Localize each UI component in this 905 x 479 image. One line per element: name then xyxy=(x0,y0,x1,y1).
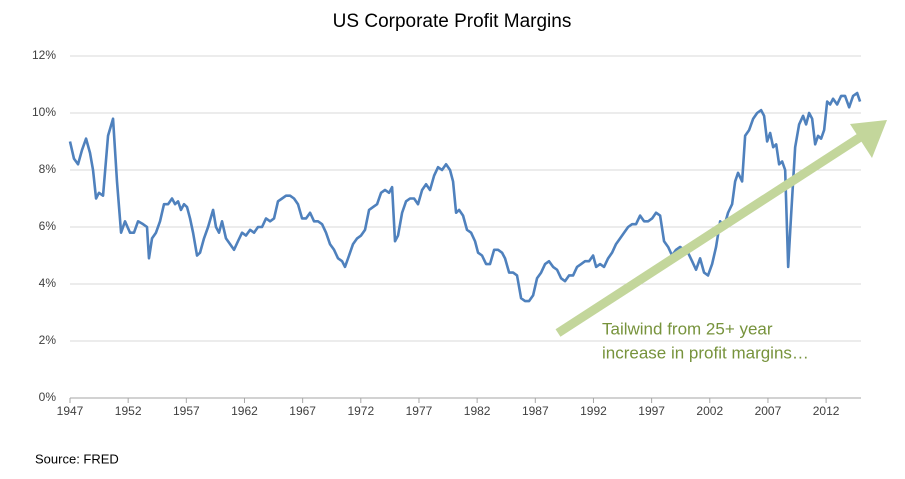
chart-title: US Corporate Profit Margins xyxy=(333,11,572,32)
y-tick-label: 10% xyxy=(32,105,56,119)
annotation: increase in profit margins… xyxy=(602,343,809,362)
y-tick-label: 2% xyxy=(39,333,57,347)
x-tick-label: 1972 xyxy=(347,404,374,418)
y-tick-label: 4% xyxy=(39,276,57,290)
x-tick-label: 2007 xyxy=(755,404,782,418)
y-tick-label: 12% xyxy=(32,48,56,62)
x-tick-label: 1987 xyxy=(522,404,549,418)
x-tick-label: 1997 xyxy=(638,404,665,418)
trend-arrow xyxy=(555,120,887,337)
arrow-head xyxy=(850,120,887,158)
x-tick-label: 2012 xyxy=(813,404,840,418)
y-tick-label: 6% xyxy=(39,219,57,233)
x-tick-label: 1977 xyxy=(406,404,433,418)
x-tick-label: 1947 xyxy=(57,404,84,418)
x-tick-label: 1952 xyxy=(115,404,142,418)
x-tick-label: 1967 xyxy=(289,404,316,418)
data-line xyxy=(68,91,862,303)
arrow-shaft xyxy=(555,132,865,337)
x-tick-label: 1962 xyxy=(231,404,258,418)
x-tick-label: 1957 xyxy=(173,404,200,418)
source: Source: FRED xyxy=(35,451,119,466)
y-tick-label: 0% xyxy=(39,390,57,404)
x-tick-label: 2002 xyxy=(696,404,723,418)
annotation: Tailwind from 25+ year xyxy=(602,319,773,338)
y-tick-label: 8% xyxy=(39,162,57,176)
x-tick-label: 1992 xyxy=(580,404,607,418)
x-tick-label: 1982 xyxy=(464,404,491,418)
